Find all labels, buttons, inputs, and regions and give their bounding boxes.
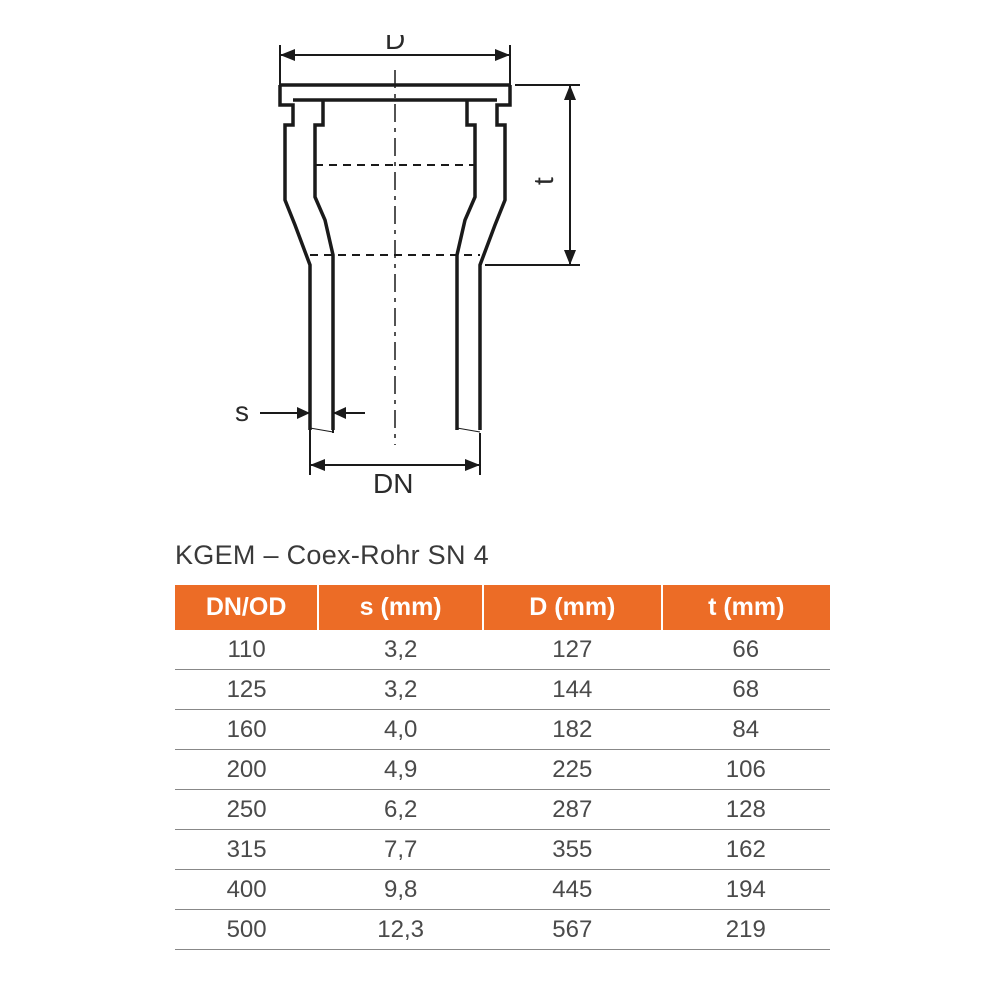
table-cell: 225 (483, 750, 661, 790)
table-cell: 182 (483, 710, 661, 750)
table-cell: 68 (662, 670, 830, 710)
page-container: D t (0, 0, 1000, 1000)
table-cell: 287 (483, 790, 661, 830)
table-cell: 500 (175, 910, 318, 950)
table-cell: 219 (662, 910, 830, 950)
table-cell: 200 (175, 750, 318, 790)
col-d: D (mm) (483, 585, 661, 630)
label-d: D (385, 35, 405, 55)
table-cell: 4,9 (318, 750, 483, 790)
table-row: 1253,214468 (175, 670, 830, 710)
pipe-diagram: D t (175, 35, 675, 495)
table-cell: 84 (662, 710, 830, 750)
table-cell: 128 (662, 790, 830, 830)
table-cell: 160 (175, 710, 318, 750)
table-cell: 3,2 (318, 630, 483, 670)
table-cell: 6,2 (318, 790, 483, 830)
label-t: t (528, 177, 559, 185)
table-cell: 125 (175, 670, 318, 710)
table-cell: 106 (662, 750, 830, 790)
col-dn-od: DN/OD (175, 585, 318, 630)
col-t: t (mm) (662, 585, 830, 630)
table-row: 4009,8445194 (175, 870, 830, 910)
table-cell: 315 (175, 830, 318, 870)
table-row: 50012,3567219 (175, 910, 830, 950)
table-row: 2004,9225106 (175, 750, 830, 790)
table-cell: 12,3 (318, 910, 483, 950)
table-cell: 194 (662, 870, 830, 910)
table-row: 3157,7355162 (175, 830, 830, 870)
table-cell: 4,0 (318, 710, 483, 750)
table-cell: 355 (483, 830, 661, 870)
table-cell: 162 (662, 830, 830, 870)
table-row: 1103,212766 (175, 630, 830, 670)
label-dn: DN (373, 468, 413, 495)
table-cell: 7,7 (318, 830, 483, 870)
table-row: 1604,018284 (175, 710, 830, 750)
table-title: KGEM – Coex-Rohr SN 4 (175, 540, 489, 571)
table-cell: 3,2 (318, 670, 483, 710)
table-cell: 567 (483, 910, 661, 950)
table-cell: 144 (483, 670, 661, 710)
table-cell: 250 (175, 790, 318, 830)
table-row: 2506,2287128 (175, 790, 830, 830)
table-header-row: DN/OD s (mm) D (mm) t (mm) (175, 585, 830, 630)
table-cell: 9,8 (318, 870, 483, 910)
table-cell: 400 (175, 870, 318, 910)
table-cell: 110 (175, 630, 318, 670)
table-body: 1103,2127661253,2144681604,0182842004,92… (175, 630, 830, 950)
col-s: s (mm) (318, 585, 483, 630)
spec-table: DN/OD s (mm) D (mm) t (mm) 1103,21276612… (175, 585, 830, 950)
label-s: s (235, 396, 249, 427)
table-cell: 445 (483, 870, 661, 910)
table-cell: 66 (662, 630, 830, 670)
table-cell: 127 (483, 630, 661, 670)
